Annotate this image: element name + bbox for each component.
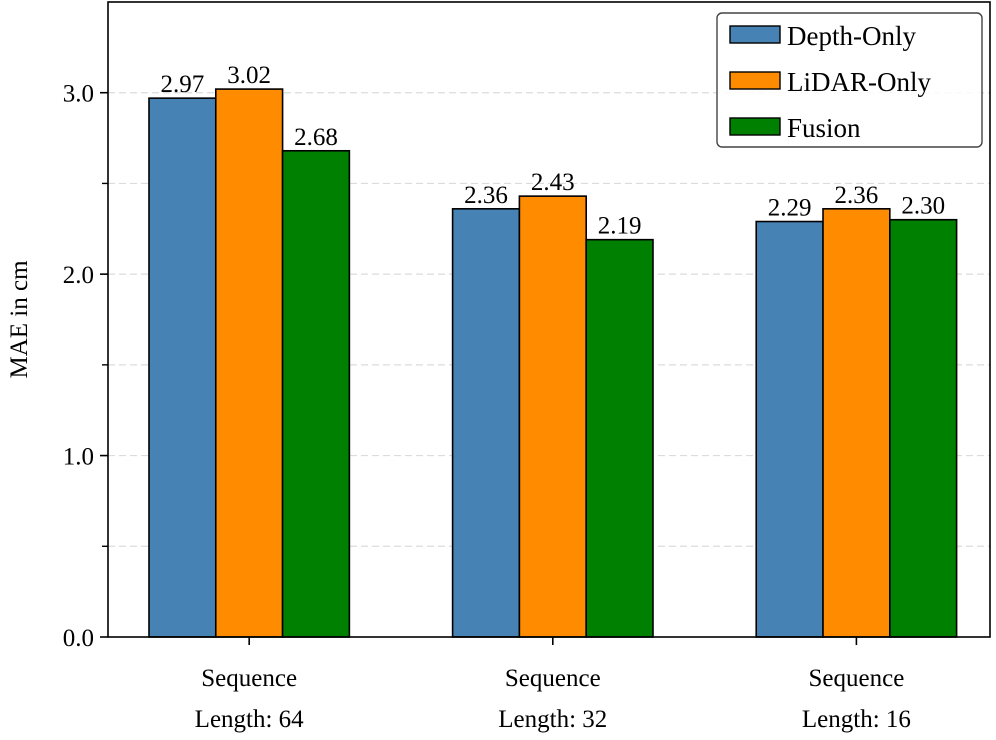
data-label: 3.02 [227,62,271,89]
bar-lidar-only [822,208,891,638]
bar-depth-only [148,97,217,638]
legend-label: LiDAR-Only [787,67,931,97]
plot-frame [107,1,991,638]
data-label: 2.97 [161,71,205,98]
data-label: 2.19 [598,213,642,240]
legend-label: Depth-Only [787,21,916,51]
legend-swatch [729,117,781,136]
data-label: 2.68 [294,124,338,151]
bar-lidar-only [214,88,284,638]
bar-lidar-only [518,195,587,638]
x-tick-label: Sequence [201,665,297,692]
legend-label: Fusion [787,113,861,143]
bar-fusion [889,218,958,638]
bar-fusion [585,238,654,638]
legend-swatch [729,71,781,90]
data-label: 2.36 [464,182,508,209]
data-label: 2.43 [531,169,575,196]
bar-depth-only [451,208,521,638]
y-tick-label: 2.0 [63,262,94,289]
bar-depth-only [755,220,824,638]
data-label: 2.36 [835,182,879,209]
legend [716,12,983,148]
bar-fusion [281,149,351,638]
y-tick-label: 3.0 [63,81,94,108]
x-tick-label: Length: 64 [195,706,305,733]
y-tick-label: 1.0 [63,444,94,471]
x-tick-label: Length: 16 [802,706,911,733]
x-tick-label: Length: 32 [498,706,607,733]
x-tick-label: Sequence [505,665,601,692]
legend-swatch [729,25,781,44]
y-axis-label: MAE in cm [6,260,33,379]
x-tick-label: Sequence [809,665,905,692]
y-tick-label: 0.0 [63,625,94,652]
data-label: 2.29 [768,195,812,222]
data-label: 2.30 [901,193,945,220]
